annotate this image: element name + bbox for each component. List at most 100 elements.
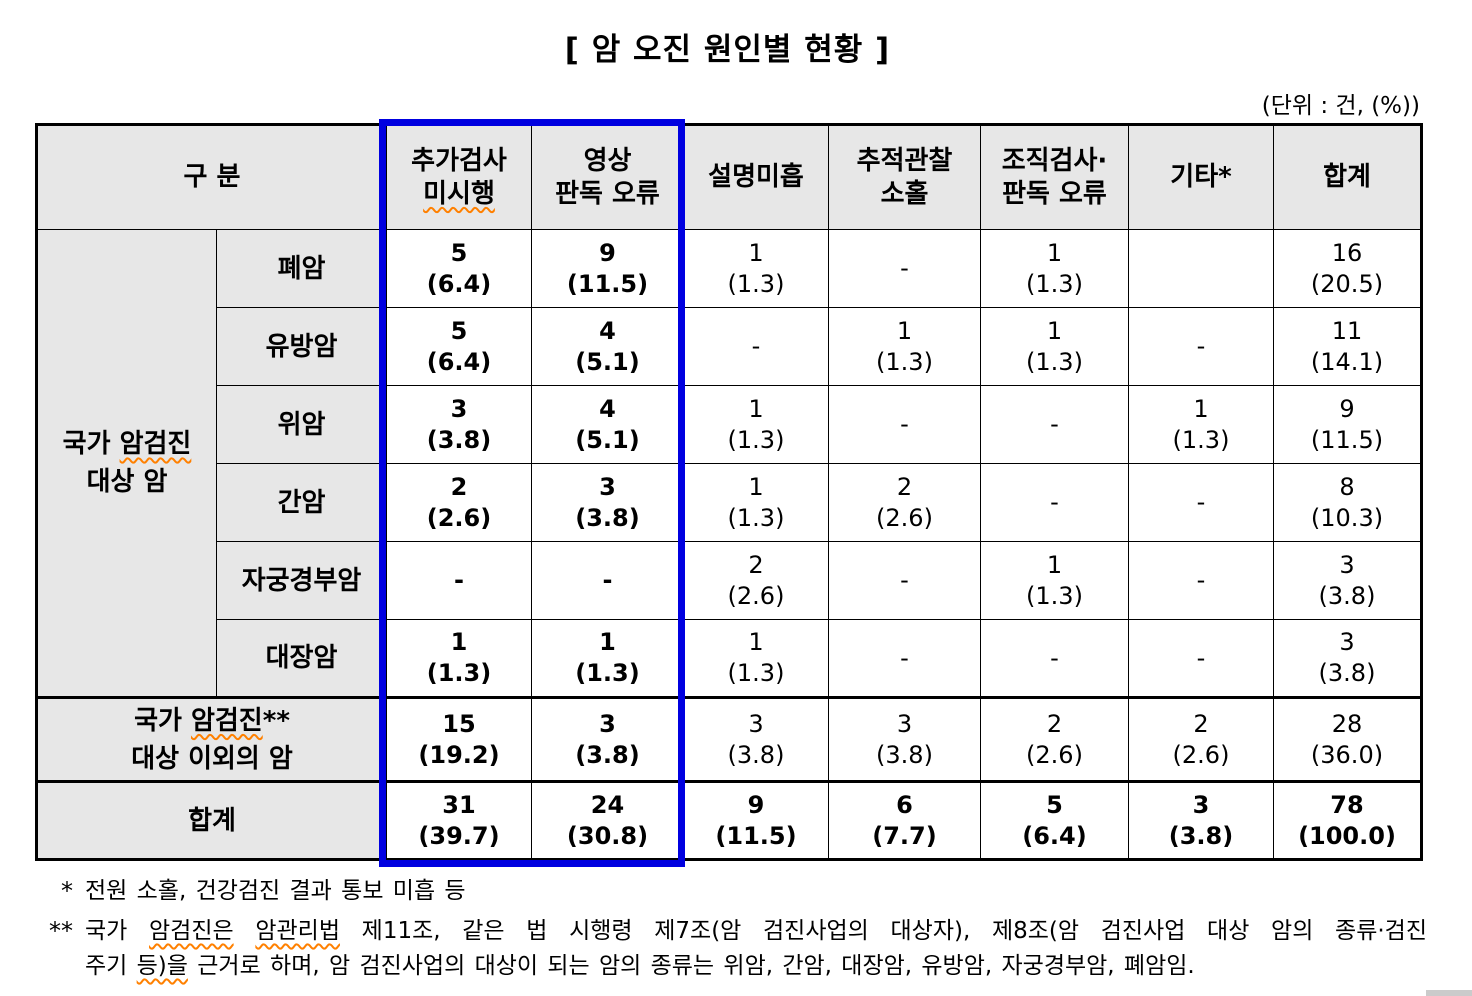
data-cell-non-screening-target-cancer-total: 28 (36.0) (1273, 696, 1422, 782)
data-cell-cervical-cancer-follow-up-observation-neglect: - (828, 541, 981, 620)
text-segment: 대상 암 (86, 467, 168, 497)
data-cell-breast-cancer-insufficient-explanation: - (683, 307, 829, 386)
misspell-underline-text: 등)을 (136, 953, 188, 979)
text-segment: 조직검사· 판독 오류 (1001, 145, 1108, 209)
row-label-non-screening-target-cancer: 국가 암검진** 대상 이외의 암 (36, 696, 387, 782)
misspell-underline-text: 미시행 (423, 178, 495, 209)
data-cell-total-additional-test-not-performed: 31 (39.7) (386, 780, 532, 860)
row-label-lung-cancer: 폐암 (216, 229, 387, 308)
data-cell-lung-cancer-imaging-reading-error: 9 (11.5) (531, 229, 684, 308)
data-cell-breast-cancer-imaging-reading-error: 4 (5.1) (531, 307, 684, 386)
data-cell-stomach-cancer-total: 9 (11.5) (1273, 385, 1422, 464)
footnotes: * 전원 소홀, 건강검진 결과 통보 미흡 등 ** 국가 암검진은 암관리법… (35, 874, 1427, 989)
data-cell-cervical-cancer-total: 3 (3.8) (1273, 541, 1422, 620)
footnote-1: * 전원 소홀, 건강검진 결과 통보 미흡 등 (35, 874, 1427, 909)
row-label-total: 합계 (36, 780, 387, 860)
row-label-stomach-cancer: 위암 (216, 385, 387, 464)
text-segment: 추가검사 (411, 145, 507, 176)
scrollbar-fragment[interactable] (1426, 990, 1472, 996)
data-cell-non-screening-target-cancer-insufficient-explanation: 3 (3.8) (683, 696, 829, 782)
unit-label: (단위 : 건, (%)) (1261, 93, 1420, 119)
data-cell-total-biopsy-reading-error: 5 (6.4) (980, 780, 1129, 860)
footnote-1-text: 전원 소홀, 건강검진 결과 통보 미흡 등 (85, 878, 466, 904)
data-cell-liver-cancer-other: - (1128, 463, 1274, 542)
text-segment: 기타* (1170, 162, 1232, 192)
footnote-2-text: 국가 암검진은 암관리법 제11조, 같은 법 시행령 제7조(암 검진사업의 … (85, 914, 1427, 984)
text-segment: 설명미흡 (708, 162, 804, 192)
data-cell-breast-cancer-total: 11 (14.1) (1273, 307, 1422, 386)
misspell-underline-text: 암검진은 (149, 918, 234, 944)
data-cell-total-other: 3 (3.8) (1128, 780, 1274, 860)
data-cell-non-screening-target-cancer-biopsy-reading-error: 2 (2.6) (980, 696, 1129, 782)
data-cell-breast-cancer-biopsy-reading-error: 1 (1.3) (980, 307, 1129, 386)
footnote-2-line-2: 주기 등)을 근거로 하며, 암 검진사업의 대상이 되는 암의 종류는 위암,… (85, 949, 1427, 984)
row-label-liver-cancer: 간암 (216, 463, 387, 542)
data-cell-cervical-cancer-biopsy-reading-error: 1 (1.3) (980, 541, 1129, 620)
data-cell-breast-cancer-other: - (1128, 307, 1274, 386)
data-cell-stomach-cancer-other: 1 (1.3) (1128, 385, 1274, 464)
data-cell-cervical-cancer-additional-test-not-performed: - (386, 541, 532, 620)
footnote-2-marker: ** (49, 917, 73, 945)
data-cell-lung-cancer-insufficient-explanation: 1 (1.3) (683, 229, 829, 308)
text-segment: 제11조, 같은 법 시행령 제7조(암 검진사업의 대상자), 제8조(암 검… (339, 918, 1428, 944)
data-cell-lung-cancer-additional-test-not-performed: 5 (6.4) (386, 229, 532, 308)
footnote-2-line-1: 국가 암검진은 암관리법 제11조, 같은 법 시행령 제7조(암 검진사업의 … (85, 914, 1427, 949)
misspell-underline-text: 암관리법 (255, 918, 340, 944)
data-cell-stomach-cancer-imaging-reading-error: 4 (5.1) (531, 385, 684, 464)
header-row: 구 분 추가검사 미시행 영상 판독 오류 설명미흡 추적관찰 소홀 조직검사· 판독 오… (36, 124, 1422, 230)
data-cell-cervical-cancer-imaging-reading-error: - (531, 541, 684, 620)
text-segment: 국가 (62, 429, 120, 459)
table-row-stomach-cancer: 위암 3 (3.8) 4 (5.1) 1 (1.3) - -1 (1.3) 9 (11.5) (37, 385, 1422, 464)
text-segment: 추적관찰 소홀 (856, 145, 953, 209)
table-row-liver-cancer: 간암 2 (2.6) 3 (3.8) 1 (1.3) 2 (2.6) - -8 (10.3) (37, 463, 1422, 542)
data-cell-colorectal-cancer-insufficient-explanation: 1 (1.3) (683, 619, 829, 698)
text-segment: 합계 (188, 805, 236, 836)
data-cell-liver-cancer-follow-up-observation-neglect: 2 (2.6) (828, 463, 981, 542)
data-cell-colorectal-cancer-other: - (1128, 619, 1274, 698)
text-segment: 합계 (1323, 162, 1371, 192)
data-cell-lung-cancer-total: 16 (20.5) (1273, 229, 1422, 308)
table-wrap: 구 분 추가검사 미시행 영상 판독 오류 설명미흡 추적관찰 소홀 조직검사· 판독 오… (35, 123, 1423, 861)
data-cell-total-total: 78 (100.0) (1273, 780, 1422, 860)
data-cell-cervical-cancer-insufficient-explanation: 2 (2.6) (683, 541, 829, 620)
column-header-total: 합계 (1273, 124, 1422, 230)
data-cell-total-follow-up-observation-neglect: 6 (7.7) (828, 780, 981, 860)
footnote-2: ** 국가 암검진은 암관리법 제11조, 같은 법 시행령 제7조(암 검진사… (35, 914, 1427, 984)
data-cell-stomach-cancer-biopsy-reading-error: - (980, 385, 1129, 464)
data-cell-stomach-cancer-follow-up-observation-neglect: - (828, 385, 981, 464)
misspell-underline-text: 암검진 (190, 705, 263, 736)
data-cell-lung-cancer-other (1128, 229, 1274, 308)
data-cell-liver-cancer-total: 8 (10.3) (1273, 463, 1422, 542)
text-segment: 주기 (85, 953, 137, 979)
data-cell-cervical-cancer-other: - (1128, 541, 1274, 620)
data-cell-colorectal-cancer-follow-up-observation-neglect: - (828, 619, 981, 698)
text-segment (234, 918, 256, 944)
text-segment: 근거로 하며, 암 검진사업의 대상이 되는 암의 종류는 위암, 간암, 대장… (187, 953, 1195, 979)
text-segment: 국가 (134, 705, 191, 736)
data-cell-lung-cancer-biopsy-reading-error: 1 (1.3) (980, 229, 1129, 308)
text-segment: ** 대상 이외의 암 (131, 705, 293, 774)
data-cell-non-screening-target-cancer-follow-up-observation-neglect: 3 (3.8) (828, 696, 981, 782)
column-header-additional-test-not-performed: 추가검사 미시행 (386, 124, 532, 230)
data-cell-stomach-cancer-insufficient-explanation: 1 (1.3) (683, 385, 829, 464)
row-label-colorectal-cancer: 대장암 (216, 619, 387, 698)
text-segment: 영상 판독 오류 (555, 145, 660, 209)
text-segment: 국가 (85, 918, 150, 944)
row-label-breast-cancer: 유방암 (216, 307, 387, 386)
data-cell-liver-cancer-insufficient-explanation: 1 (1.3) (683, 463, 829, 542)
table-row-lung-cancer: 국가 암검진 대상 암 폐암 5 (6.4) 9 (11.5) 1 (1.3) -1 (1… (36, 229, 1422, 698)
table-row-breast-cancer: 유방암 5 (6.4) 4 (5.1) -1 (1.3) 1 (1.3) -11 (14.… (37, 307, 1422, 386)
data-cell-non-screening-target-cancer-additional-test-not-performed: 15 (19.2) (386, 696, 532, 782)
data-cell-lung-cancer-follow-up-observation-neglect: - (828, 229, 981, 308)
data-cell-non-screening-target-cancer-imaging-reading-error: 3 (3.8) (531, 696, 684, 782)
data-cell-total-insufficient-explanation: 9 (11.5) (683, 780, 829, 860)
page-title: [ 암 오진 원인별 현황 ] (564, 32, 891, 68)
table-row-cervical-cancer: 자궁경부암 - -2 (2.6) -1 (1.3) -3 (3.8) (37, 541, 1422, 620)
misspell-underline-text: 암검진 (119, 429, 192, 459)
data-cell-breast-cancer-additional-test-not-performed: 5 (6.4) (386, 307, 532, 386)
data-cell-colorectal-cancer-additional-test-not-performed: 1 (1.3) (386, 619, 532, 698)
data-cell-colorectal-cancer-total: 3 (3.8) (1273, 619, 1422, 698)
table-row-non-screening-target-cancer: 국가 암검진** 대상 이외의 암 15 (19.2) 3 (3.8) 3 (3.8)… (36, 696, 1422, 782)
data-cell-colorectal-cancer-imaging-reading-error: 1 (1.3) (531, 619, 684, 698)
column-header-imaging-reading-error: 영상 판독 오류 (531, 124, 684, 230)
